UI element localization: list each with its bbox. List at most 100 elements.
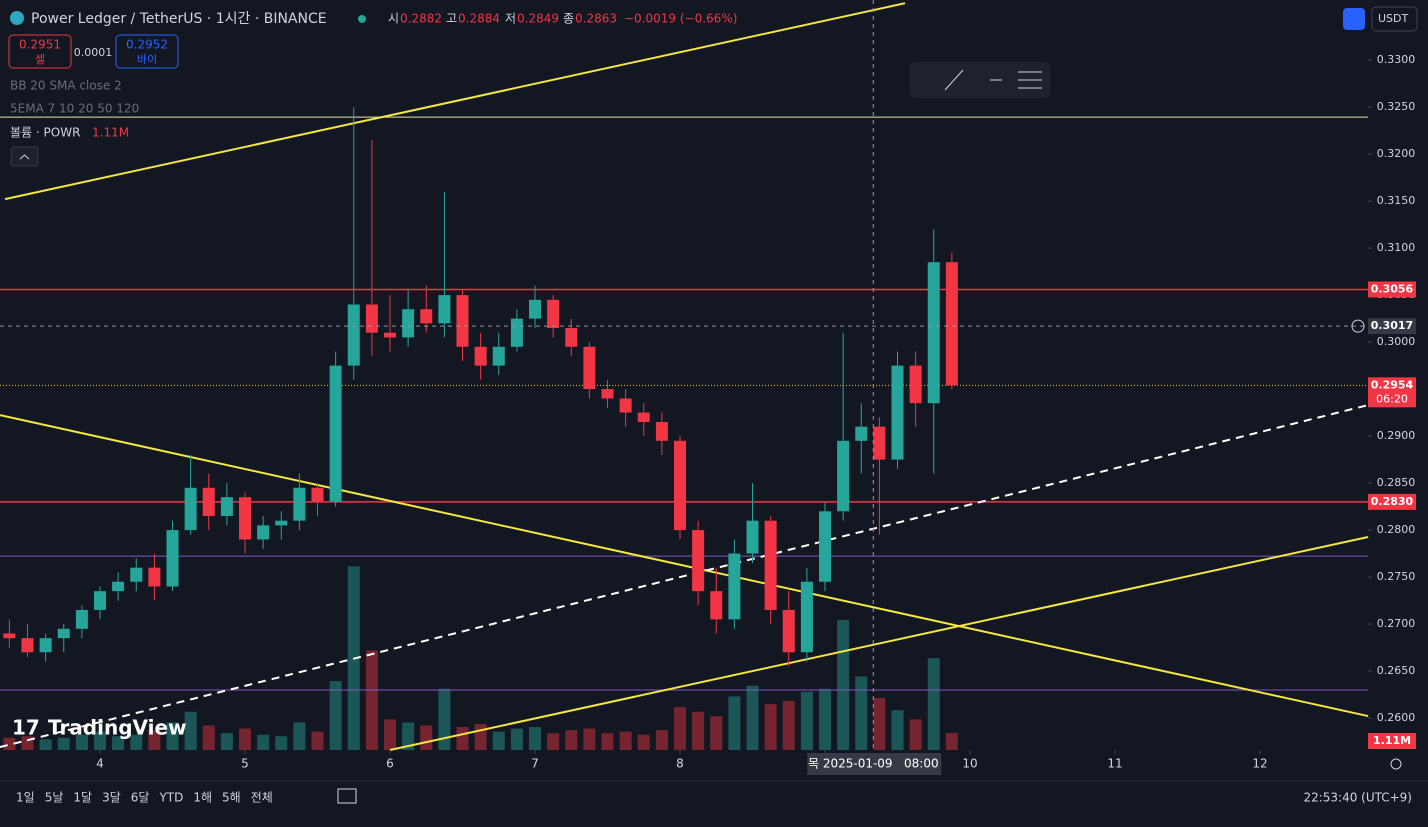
settings-button[interactable] — [1390, 758, 1402, 770]
ohlc-label: 저 — [505, 12, 516, 26]
volume-bar — [510, 728, 523, 750]
volume-bar — [402, 722, 415, 750]
candle-body — [510, 318, 523, 347]
y-tick-label: 0.3250 — [1377, 100, 1416, 113]
trend-line — [0, 404, 1369, 749]
candle-body — [945, 262, 958, 386]
x-tick-label: 4 — [96, 757, 104, 771]
range-button[interactable]: 1일 — [16, 791, 35, 805]
volume-bar — [130, 734, 143, 750]
candle-body — [655, 421, 668, 441]
sell-button[interactable] — [8, 34, 72, 69]
x-tick-label: 6 — [386, 757, 394, 771]
range-button[interactable]: 전체 — [251, 791, 273, 805]
countdown: 06:20 — [1376, 392, 1408, 405]
y-tick-label: 0.2700 — [1377, 617, 1416, 630]
range-button[interactable]: 6달 — [131, 791, 150, 805]
volume-bar — [674, 707, 687, 750]
collapse-button[interactable] — [10, 146, 39, 167]
volume-bar — [927, 658, 940, 750]
volume-bar — [909, 719, 922, 750]
currency-button[interactable] — [1371, 6, 1418, 32]
volume-bar — [329, 681, 342, 750]
candle-body — [583, 346, 596, 390]
volume-bar — [492, 731, 505, 750]
candle-body — [57, 628, 70, 639]
x-tick-label: 11 — [1107, 757, 1122, 771]
candle-body — [637, 412, 650, 422]
y-tick-label: 0.3100 — [1377, 241, 1416, 254]
logo: TradingView — [48, 716, 187, 740]
range-button[interactable]: 1해 — [193, 791, 212, 805]
y-tick-label: 0.3300 — [1377, 53, 1416, 66]
range-button[interactable]: YTD — [158, 791, 183, 805]
candle-body — [837, 440, 850, 512]
currency: USDT — [1378, 12, 1409, 25]
volume-bar — [655, 730, 668, 750]
candle-body — [365, 304, 378, 333]
y-tick-label: 0.3000 — [1377, 335, 1416, 348]
volume-bar — [728, 696, 741, 750]
volume-bar — [3, 737, 16, 750]
volume-bar — [855, 676, 868, 750]
y-tick-label: 0.2650 — [1377, 664, 1416, 677]
candle-body — [293, 487, 306, 521]
price-label-box — [1368, 281, 1416, 298]
sync-button[interactable] — [1343, 8, 1365, 30]
ohlc-label: 시 — [388, 12, 399, 26]
date-range-button[interactable] — [337, 788, 357, 804]
candle-body — [619, 398, 632, 413]
volume-bar — [311, 731, 324, 750]
x-tick-label: 12 — [1252, 757, 1267, 771]
volume-bar — [800, 691, 813, 750]
x-tick-label: 7 — [531, 757, 539, 771]
change: −0.0019 (−0.66%) — [624, 12, 737, 26]
candle-body — [347, 304, 360, 366]
time-label-box — [807, 753, 942, 775]
ohlc-value: 0.2882 — [400, 12, 442, 26]
range-button[interactable]: 1달 — [73, 791, 92, 805]
ohlc-label: 종 — [563, 12, 574, 26]
candle-body — [402, 309, 415, 338]
trend-line — [0, 414, 1369, 718]
buy-button[interactable] — [115, 34, 179, 69]
price-label: 0.3056 — [1371, 282, 1414, 295]
volume-bar — [293, 722, 306, 750]
volume-bar — [746, 685, 759, 750]
spread: 0.0001 — [74, 46, 113, 59]
x-tick-label: 10 — [962, 757, 977, 771]
candle-body — [547, 299, 560, 329]
logo-mark: 17 — [12, 716, 40, 740]
range-button[interactable]: 3달 — [102, 791, 121, 805]
volume-bar — [257, 734, 270, 750]
volume-bar — [75, 734, 88, 750]
range-button[interactable]: 5날 — [45, 791, 64, 805]
toolbar-icons[interactable] — [944, 69, 1042, 91]
candle-body — [420, 309, 433, 324]
symbol-icon — [10, 11, 24, 25]
y-tick-label: 0.3200 — [1377, 147, 1416, 160]
status-dot — [358, 15, 366, 23]
clock: 22:53:40 (UTC+9) — [1303, 791, 1412, 805]
candle-body — [800, 581, 813, 653]
volume-bar — [239, 728, 252, 750]
volume-bar — [57, 737, 70, 750]
candle-body — [21, 638, 34, 653]
candle-body — [873, 426, 886, 460]
volume-bar — [438, 688, 451, 750]
candle-body — [130, 567, 143, 582]
candle-body — [927, 262, 940, 404]
sell-price: 0.2951 — [19, 38, 61, 52]
y-tick-label: 0.2750 — [1377, 570, 1416, 583]
sell-label: 셀 — [35, 53, 45, 66]
volume-bar — [837, 619, 850, 750]
volume-bar — [601, 733, 614, 750]
candle-body — [3, 633, 16, 639]
crosshair-add — [1351, 319, 1365, 333]
candle-body — [909, 365, 922, 404]
volume-bar — [945, 733, 958, 750]
range-button[interactable]: 5해 — [222, 791, 241, 805]
candle-body — [456, 295, 469, 347]
